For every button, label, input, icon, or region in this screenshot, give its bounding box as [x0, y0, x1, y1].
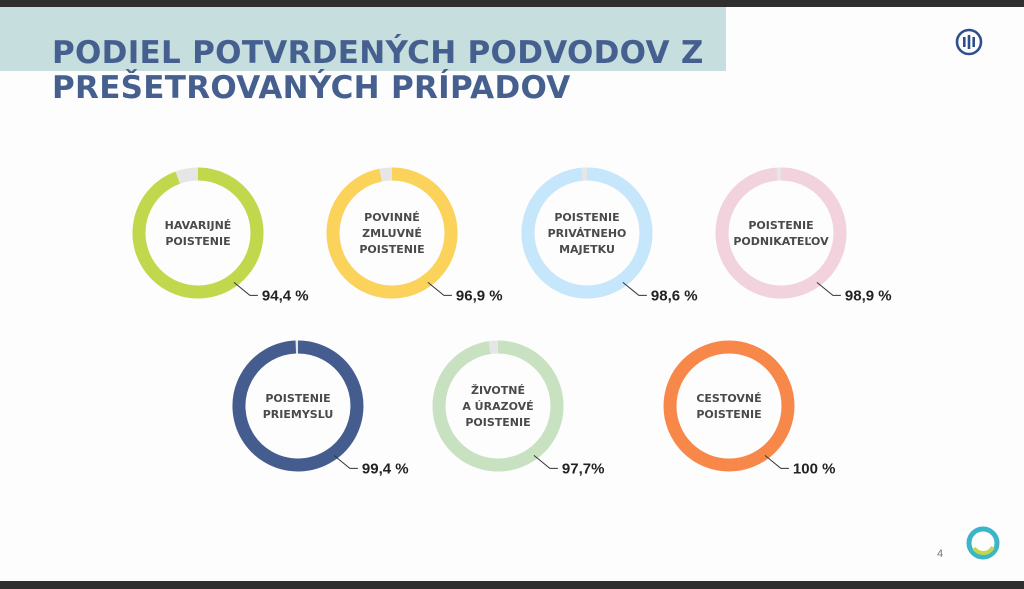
donut-category-label: POVINNÉ [364, 211, 420, 224]
donut-value-label: 98,9 % [845, 287, 892, 304]
donut-value-label: 96,9 % [456, 287, 503, 304]
donut-category-label: A ÚRAZOVÉ [462, 400, 533, 413]
donut-category-label: POISTENIE [748, 219, 813, 232]
donut-category-label: POISTENIE [554, 211, 619, 224]
donut-category-label: POISTENIE [265, 392, 330, 405]
donut-category-label: PRIEMYSLU [263, 408, 334, 421]
donut-category-label: PRIVÁTNEHO [548, 227, 627, 240]
donut-category-label: POISTENIE [696, 408, 761, 421]
donut-value-label: 99,4 % [362, 460, 409, 477]
donut-category-label: HAVARIJNÉ [165, 219, 232, 232]
donut-category-label: PODNIKATEĽOV [733, 235, 829, 248]
title-band [0, 7, 726, 71]
leader-line [764, 455, 789, 469]
bottom-frame-bar [0, 581, 1024, 589]
donut-category-label: POISTENIE [465, 416, 530, 429]
leader-line [333, 455, 358, 469]
donut-category-label: POISTENIE [359, 243, 424, 256]
donut-category-label: ZMLUVNÉ [362, 227, 422, 240]
leader-line [427, 282, 452, 296]
donut-value-label: 97,7% [562, 460, 605, 477]
donut-category-label: ŽIVOTNÉ [471, 384, 525, 397]
donut-value-arc [663, 340, 795, 472]
donut-category-label: CESTOVNÉ [696, 392, 761, 405]
donut-category-label: POISTENIE [165, 235, 230, 248]
leader-line [233, 282, 258, 296]
leader-line [816, 282, 841, 296]
donut-value-label: 100 % [793, 460, 836, 477]
donut-value-arc [132, 167, 264, 299]
page-number: 4 [937, 548, 944, 560]
allianz-logo-icon [955, 28, 983, 56]
donut-value-arc [232, 340, 364, 472]
donut-category-label: MAJETKU [559, 243, 615, 256]
donut-value-label: 94,4 % [262, 287, 309, 304]
donut-value-arc [432, 340, 564, 472]
donut-value-arc [521, 167, 653, 299]
donut-value-arc [326, 167, 458, 299]
donut-value-label: 98,6 % [651, 287, 698, 304]
leader-line [622, 282, 647, 296]
ring-logo-icon [966, 526, 1000, 560]
leader-line [533, 455, 558, 469]
top-frame-bar [0, 0, 1024, 7]
page-title: PODIEL POTVRDENÝCH PODVODOV Z PREŠETROVA… [52, 35, 704, 106]
donut-value-arc [715, 167, 847, 299]
